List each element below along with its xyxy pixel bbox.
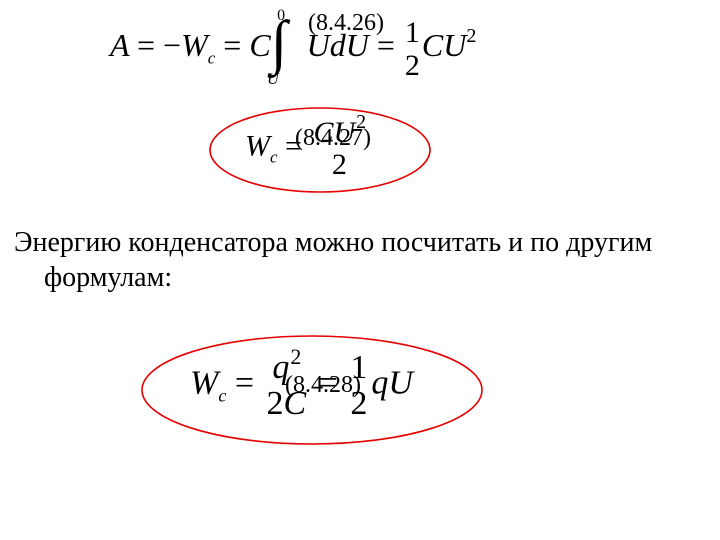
equation-8-4-27: Wc = CU2 2 (8.4.27) — [205, 105, 435, 195]
eq3-frac1-sup: 2 — [290, 344, 301, 369]
eq1-math: A = −Wc = C∫0UUdU = 1 2 CU2 — [110, 27, 476, 63]
eq1-frac-top: 1 — [405, 16, 420, 49]
eq1-C: C — [249, 27, 270, 63]
equation-8-4-26: A = −Wc = C∫0UUdU = 1 2 CU2 (8.4.26) — [110, 6, 610, 94]
eq1-W-sub: c — [208, 48, 216, 67]
eq1-tail-U: U — [443, 27, 466, 63]
eq3-W-sub: c — [218, 385, 226, 405]
eq1-eq-2: = — [223, 27, 241, 63]
integral-lower-limit: U — [267, 71, 279, 88]
eq3-frac1-2: 2 — [267, 385, 284, 422]
eq1-frac-bot: 2 — [405, 49, 420, 82]
eq1-minus: − — [163, 27, 181, 63]
eq3-tail-U: U — [388, 364, 413, 401]
integral-upper-limit: 0 — [277, 7, 285, 24]
eq2-W: W — [245, 129, 270, 162]
body-text: Энергию конденсатора можно посчитать и п… — [14, 225, 694, 295]
eq2-label: (8.4.27) — [295, 125, 371, 152]
eq3-eq-1: = — [235, 364, 254, 401]
eq1-tail-sup: 2 — [466, 25, 476, 47]
eq2-frac-bot: 2 — [313, 149, 365, 181]
eq1-tail-C: C — [422, 27, 443, 63]
eq1-A: A — [110, 27, 129, 63]
body-line-2: формулам: — [14, 260, 694, 295]
eq1-eq-1: = — [137, 27, 155, 63]
eq3-W: W — [190, 364, 218, 401]
equation-8-4-28: Wc = q2 2C = 1 2 qU (8.4.28) — [135, 330, 490, 450]
eq3-label: (8.4.28) — [285, 372, 361, 399]
eq1-frac-half: 1 2 — [405, 16, 420, 82]
eq1-label: (8.4.26) — [308, 10, 384, 37]
eq2-W-sub: c — [270, 147, 278, 166]
eq1-W: W — [181, 27, 208, 63]
body-line-1: Энергию конденсатора можно посчитать и п… — [14, 227, 652, 258]
eq3-tail-q: q — [371, 364, 388, 401]
